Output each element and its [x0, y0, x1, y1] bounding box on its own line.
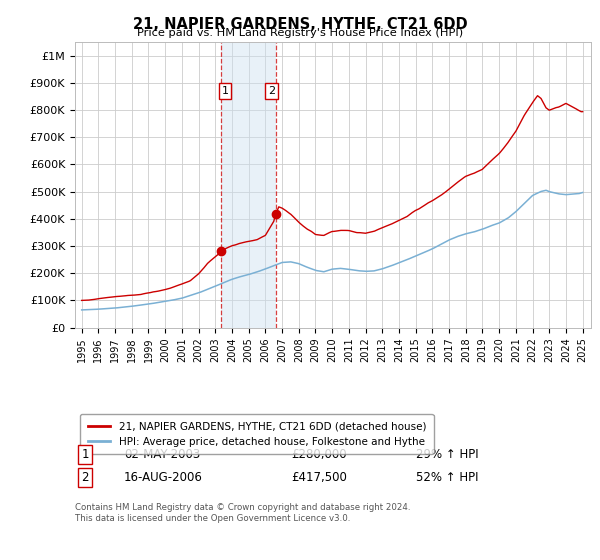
Text: 2: 2 — [81, 471, 89, 484]
Text: Contains HM Land Registry data © Crown copyright and database right 2024.
This d: Contains HM Land Registry data © Crown c… — [75, 503, 410, 522]
Text: £417,500: £417,500 — [292, 471, 347, 484]
Text: 52% ↑ HPI: 52% ↑ HPI — [416, 471, 478, 484]
Text: Price paid vs. HM Land Registry's House Price Index (HPI): Price paid vs. HM Land Registry's House … — [137, 28, 463, 38]
Text: 1: 1 — [221, 86, 229, 96]
Text: 21, NAPIER GARDENS, HYTHE, CT21 6DD: 21, NAPIER GARDENS, HYTHE, CT21 6DD — [133, 17, 467, 32]
Bar — [221, 42, 276, 328]
Legend: 21, NAPIER GARDENS, HYTHE, CT21 6DD (detached house), HPI: Average price, detach: 21, NAPIER GARDENS, HYTHE, CT21 6DD (det… — [80, 414, 434, 454]
Text: 16-AUG-2006: 16-AUG-2006 — [124, 471, 203, 484]
Text: 02-MAY-2003: 02-MAY-2003 — [124, 448, 200, 461]
Text: 29% ↑ HPI: 29% ↑ HPI — [416, 448, 478, 461]
Text: 2: 2 — [268, 86, 275, 96]
Text: 1: 1 — [81, 448, 89, 461]
Text: £280,000: £280,000 — [292, 448, 347, 461]
